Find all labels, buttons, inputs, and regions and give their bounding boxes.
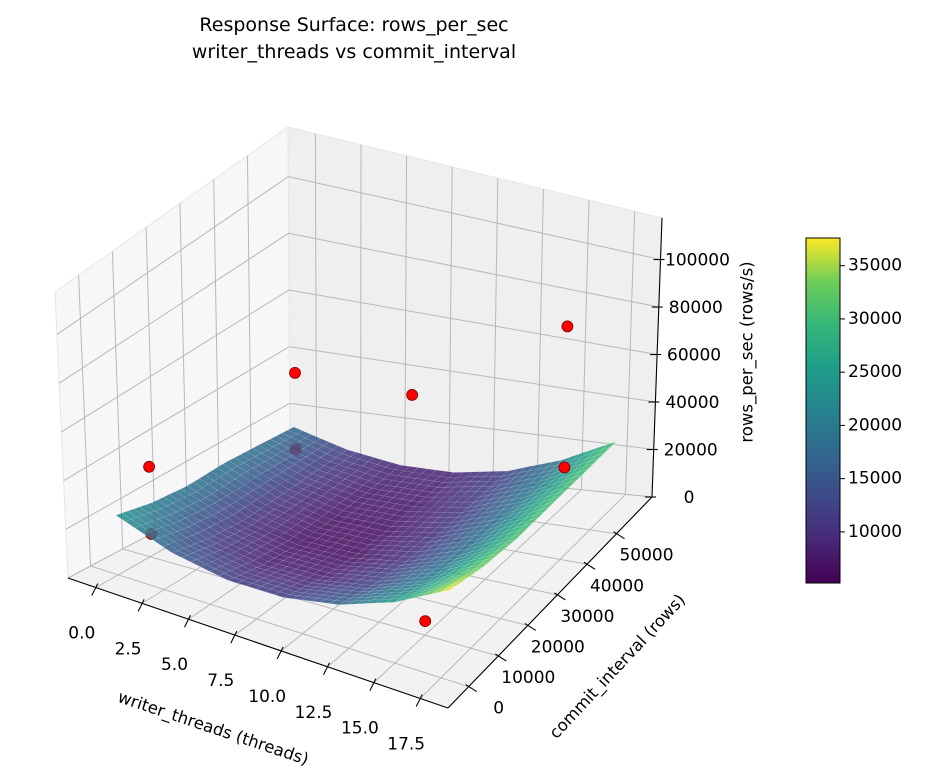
surface-facet bbox=[490, 548, 506, 556]
z-tick-label: 0 bbox=[684, 488, 695, 508]
y-gridline-floor bbox=[90, 565, 469, 688]
surface-facet bbox=[468, 566, 484, 574]
chart-title-line-1: Response Surface: rows_per_sec bbox=[199, 14, 508, 36]
x-gridline-back-wall bbox=[492, 178, 499, 481]
x-gridline-back-wall bbox=[536, 189, 544, 486]
chart-title-line-2: writer_threads vs commit_interval bbox=[192, 41, 516, 63]
x-gridline-back-wall bbox=[580, 200, 590, 490]
x-tick-label: 7.5 bbox=[207, 671, 234, 691]
surface-facet bbox=[495, 543, 511, 551]
x-tick-mark bbox=[415, 694, 423, 707]
z-axis-title: rows_per_sec (rows/s) bbox=[738, 261, 758, 442]
z-gridline-left-wall bbox=[56, 176, 289, 336]
surface-facet bbox=[479, 557, 495, 565]
x-tick-mark bbox=[137, 599, 145, 612]
y-tick-mark bbox=[465, 684, 477, 693]
z-gridline-left-wall bbox=[61, 289, 290, 433]
x-axis-line bbox=[67, 577, 449, 709]
colorbar-tick-label: 35000 bbox=[848, 256, 902, 276]
colorbar-tick-label: 10000 bbox=[848, 522, 902, 542]
z-tick-label: 40000 bbox=[665, 393, 719, 413]
scatter-points-above-surface bbox=[143, 320, 574, 474]
colorbar: 10000 15000 20000 25000 30000 35000 bbox=[805, 237, 902, 584]
x-tick-label: 0.0 bbox=[68, 624, 95, 644]
surface-facet bbox=[484, 552, 500, 561]
y-tick-label: 40000 bbox=[590, 576, 644, 596]
y-tick-label: 10000 bbox=[501, 668, 555, 688]
y-gridline-left-wall bbox=[78, 275, 92, 567]
z-gridline-left-wall bbox=[63, 346, 290, 482]
surface-facet bbox=[501, 538, 517, 547]
x-tick-label: 5.0 bbox=[161, 655, 188, 675]
scatter-point bbox=[419, 615, 432, 627]
x-tick-label: 15.0 bbox=[341, 719, 379, 739]
colorbar-tick-label: 15000 bbox=[848, 469, 902, 489]
x-gridline-back-wall bbox=[448, 166, 453, 477]
z-gridline-back-wall bbox=[289, 346, 656, 403]
surface-facet bbox=[512, 528, 528, 537]
x-tick-mark bbox=[183, 614, 191, 628]
axis-lines bbox=[67, 217, 665, 709]
y-tick-label: 20000 bbox=[531, 637, 585, 657]
y-tick-mark bbox=[554, 592, 566, 601]
z-gridline-left-wall bbox=[58, 232, 289, 384]
x-gridline-back-wall bbox=[404, 155, 408, 472]
z-gridline-left-wall bbox=[65, 402, 290, 530]
scatter-point bbox=[558, 461, 571, 474]
y-gridline-left-wall bbox=[179, 203, 188, 515]
scatter-point bbox=[561, 320, 574, 333]
z-gridline-back-wall bbox=[288, 176, 661, 261]
z-tick-label: 60000 bbox=[667, 346, 721, 366]
x-gridline-floor bbox=[373, 489, 582, 684]
x-gridline-back-wall bbox=[314, 133, 317, 463]
x-tick-label: 2.5 bbox=[115, 639, 142, 659]
colorbar-tick-label: 25000 bbox=[848, 362, 902, 382]
colorbar-tick-label: 20000 bbox=[848, 415, 902, 435]
y-gridline-left-wall bbox=[246, 155, 252, 481]
surface-facet bbox=[523, 517, 539, 526]
x-tick-label: 10.0 bbox=[248, 687, 286, 707]
colorbar-tick-label: 30000 bbox=[848, 309, 902, 329]
z-gridline-back-wall bbox=[288, 289, 658, 356]
x-tick-label: 17.5 bbox=[387, 735, 425, 755]
x-tick-mark bbox=[91, 583, 99, 596]
y-gridline-left-wall bbox=[145, 227, 156, 532]
x-tick-mark bbox=[230, 630, 238, 644]
surface-mesh bbox=[115, 426, 616, 605]
z-axis-line bbox=[651, 217, 663, 498]
colorbar-scale bbox=[805, 237, 841, 584]
z-gridline-back-wall bbox=[288, 232, 659, 308]
y-tick-label: 50000 bbox=[619, 546, 673, 566]
x-tick-mark bbox=[276, 646, 284, 660]
y-axis-line bbox=[447, 496, 653, 709]
tick-labels: 0.0 2.5 5.0 7.5 10.0 12.5 15.0 17.5 0 10000 20000 3… bbox=[68, 251, 730, 755]
x-tick-mark bbox=[369, 678, 377, 691]
x-tick-label: 12.5 bbox=[295, 703, 333, 723]
back-wall-pane bbox=[287, 126, 663, 498]
x-gridline-back-wall bbox=[625, 211, 636, 495]
y-tick-label: 30000 bbox=[560, 607, 614, 627]
scatter-point bbox=[289, 366, 301, 379]
z-tick-label: 80000 bbox=[669, 298, 723, 318]
y-gridline-floor bbox=[122, 548, 499, 657]
scatter-point bbox=[406, 388, 419, 401]
y-tick-label: 0 bbox=[493, 699, 504, 719]
surface-facet bbox=[462, 570, 478, 577]
x-tick-mark bbox=[323, 662, 331, 676]
z-gridline-back-wall bbox=[289, 402, 654, 451]
y-tick-mark bbox=[524, 622, 537, 631]
y-gridline-left-wall bbox=[213, 179, 220, 498]
y-tick-mark bbox=[613, 531, 625, 540]
z-tick-label: 20000 bbox=[664, 441, 718, 461]
x-gridline-floor bbox=[419, 493, 626, 699]
scatter-point bbox=[143, 460, 156, 473]
y-tick-mark bbox=[494, 653, 507, 662]
y-gridline-left-wall bbox=[111, 251, 124, 549]
z-tick-label: 100000 bbox=[665, 251, 730, 271]
y-tick-mark bbox=[583, 561, 596, 570]
surface-facet bbox=[440, 585, 456, 593]
